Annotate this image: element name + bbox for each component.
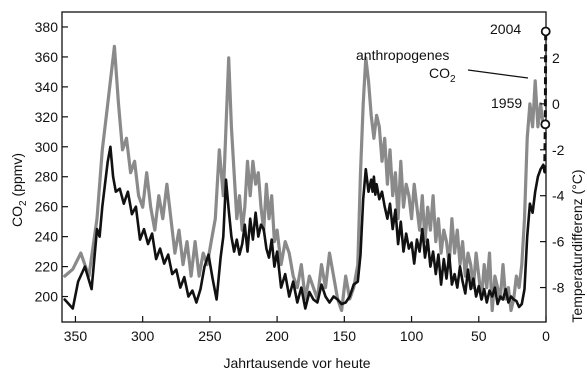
x-tick-label-150: 150: [333, 328, 357, 344]
x-tick-label-300: 300: [131, 328, 155, 344]
y-right-tick-label--2: -2: [552, 142, 565, 158]
x-tick-label-200: 200: [265, 328, 289, 344]
marker-1959: [540, 119, 551, 130]
y-left-tick-label-280: 280: [35, 169, 59, 185]
y-axis-left-title: CO2 (ppmv): [9, 153, 29, 227]
y-right-tick-label--6: -6: [552, 234, 565, 250]
series-layer: [63, 26, 551, 313]
y-axis-left-title-main: CO: [9, 206, 25, 227]
x-tick-label-250: 250: [198, 328, 222, 344]
x-tick-label-100: 100: [400, 328, 424, 344]
y-axis-left-title-unit: (ppmv): [9, 153, 25, 197]
y-right-tick-label-2: 2: [552, 50, 560, 66]
y-left-tick-label-200: 200: [35, 289, 59, 305]
annotation-1959: 1959: [491, 95, 522, 111]
y-axis-left-title-sub: 2: [18, 200, 29, 206]
ticks-layer: 200 220 240 260 280 300 320 340 360 380 2 0 -2 -4 -6 -8…: [35, 19, 565, 344]
y-left-tick-label-260: 260: [35, 199, 59, 215]
x-axis-title: Jahrtausende vor heute: [223, 355, 370, 370]
y-left-tick-label-220: 220: [35, 259, 59, 275]
y-left-tick-label-300: 300: [35, 139, 59, 155]
y-left-tick-label-380: 380: [35, 19, 59, 35]
x-tick-label-50: 50: [471, 328, 487, 344]
marker-2004: [540, 26, 551, 37]
y-right-tick-label--4: -4: [552, 188, 565, 204]
series-co2-line: [63, 145, 546, 310]
annotation-co2: CO2: [429, 65, 456, 85]
series-temperature-line: [63, 44, 545, 313]
y-axis-right-title: Temperaturdifferenz (°C): [569, 169, 585, 322]
y-left-tick-label-360: 360: [35, 49, 59, 65]
y-left-tick-label-320: 320: [35, 109, 59, 125]
annotation-co2-sub: 2: [450, 74, 456, 85]
y-right-tick-label--8: -8: [552, 280, 565, 296]
y-left-tick-label-340: 340: [35, 79, 59, 95]
x-tick-label-350: 350: [64, 328, 88, 344]
y-left-tick-label-240: 240: [35, 229, 59, 245]
y-right-tick-label-0: 0: [552, 96, 560, 112]
annotation-co2-main: CO: [429, 65, 450, 81]
annotation-anthropogenes: anthropogenes: [356, 47, 449, 63]
annotation-leader-line: [467, 69, 529, 79]
annotation-2004: 2004: [490, 21, 521, 37]
x-tick-label-0: 0: [542, 328, 550, 344]
